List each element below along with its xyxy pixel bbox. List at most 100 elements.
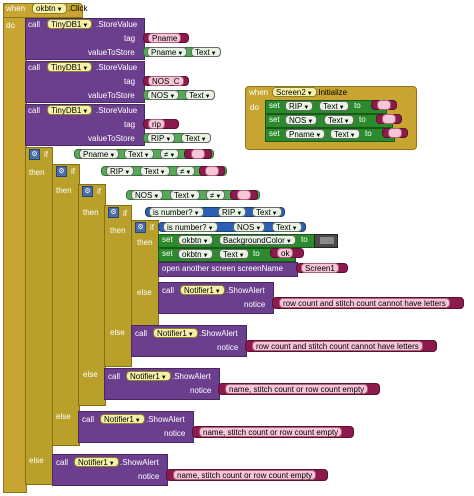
call-keyword-2: call	[28, 63, 41, 72]
tag-text-block-2[interactable]: NOS_C	[143, 76, 189, 86]
dropdown-arrow-icon: ▼	[134, 418, 141, 424]
text-prop-dropdown-init-3[interactable]: Text▼	[330, 129, 360, 139]
if-block-4[interactable]	[104, 205, 132, 367]
mutator-gear-icon[interactable]: ⚙	[135, 222, 146, 233]
nos-dropdown-cond[interactable]: NOS▼	[131, 190, 164, 200]
alert-message-5[interactable]: name, stitch count or row count empty	[173, 470, 317, 480]
empty-string[interactable]	[377, 100, 391, 110]
call-keyword: call	[135, 329, 148, 338]
if-block-1[interactable]	[25, 147, 53, 485]
if-block-5[interactable]	[131, 220, 159, 326]
mutator-gear-icon[interactable]: ⚙	[82, 186, 93, 197]
rip-label: RIP	[151, 134, 165, 143]
ok-text-block[interactable]: ok	[270, 248, 304, 258]
rip-dropdown-3[interactable]: RIP▼	[147, 133, 176, 143]
screen2-dropdown[interactable]: Screen2▼	[272, 87, 317, 97]
text-prop-dropdown-init-2[interactable]: Text▼	[324, 115, 354, 125]
alert-text-block-5[interactable]: name, stitch count or row count empty	[166, 469, 328, 481]
alert-text-block-4[interactable]: name, stitch count or row count empty	[192, 426, 354, 438]
notifier-dropdown-4[interactable]: Notifier1▼	[100, 414, 145, 424]
rip-dropdown-init[interactable]: RIP▼	[285, 101, 314, 111]
dropdown-arrow-icon: ▼	[238, 253, 245, 259]
alert-text-block-3[interactable]: name, stitch count or row count empty	[218, 383, 380, 395]
text-prop-label: Text	[195, 48, 210, 57]
alert-message-4[interactable]: name, stitch count or row count empty	[199, 427, 343, 437]
text-prop-dropdown-num-1[interactable]: Text▼	[252, 207, 282, 217]
okbtn-component-dropdown[interactable]: okbtn▼	[32, 3, 67, 14]
dropdown-arrow-icon: ▼	[204, 94, 211, 100]
not-equal-dropdown-3[interactable]: ≠▼	[206, 190, 226, 200]
screen1-string[interactable]: Screen1	[301, 263, 339, 273]
empty-cond-text-3[interactable]	[230, 190, 258, 200]
is-number-dropdown-1[interactable]: is number?▼	[149, 207, 204, 217]
color-swatch[interactable]	[320, 237, 334, 244]
empty-text-block-1[interactable]	[371, 100, 397, 110]
tinydb-dropdown-1[interactable]: TinyDB1▼	[47, 19, 93, 29]
notifier-dropdown-3[interactable]: Notifier1▼	[126, 371, 171, 381]
ok-string[interactable]: ok	[277, 248, 294, 258]
mutator-gear-icon[interactable]: ⚙	[108, 207, 119, 218]
pname-dropdown-cond[interactable]: Pname▼	[79, 149, 120, 159]
tinydb-dropdown-2[interactable]: TinyDB1▼	[47, 62, 93, 72]
backgroundcolor-dropdown[interactable]: BackgroundColor▼	[219, 235, 296, 245]
empty-string[interactable]	[382, 114, 396, 124]
okbtn-click-event-block[interactable]	[3, 3, 27, 493]
nos-label: NOS	[151, 91, 169, 100]
empty-string[interactable]	[388, 128, 402, 138]
color-swatch-block[interactable]	[314, 234, 338, 248]
empty-text-block-3[interactable]	[382, 128, 408, 138]
alert-message-3[interactable]: name, stitch count or row count empty	[225, 384, 369, 394]
notifier-dropdown-5[interactable]: Notifier1▼	[74, 457, 119, 467]
empty-text-block-2[interactable]	[376, 114, 402, 124]
text-prop-dropdown-cond-2[interactable]: Text▼	[140, 166, 170, 176]
mutator-gear-icon[interactable]: ⚙	[56, 166, 67, 177]
empty-string[interactable]	[191, 149, 205, 159]
tag-string-3[interactable]: rip	[148, 119, 165, 129]
tag-text-block-3[interactable]: rip	[143, 119, 179, 129]
text-prop-dropdown-cond-3[interactable]: Text▼	[170, 190, 200, 200]
nos-label: NOS	[237, 223, 255, 232]
alert-message-2[interactable]: row count and stitch count cannot have l…	[252, 341, 423, 351]
is-number-dropdown-2[interactable]: is number?▼	[163, 222, 218, 232]
okbtn-dropdown-set2[interactable]: okbtn▼	[178, 249, 213, 259]
dropdown-arrow-icon: ▼	[169, 94, 176, 100]
tinydb-dropdown-3[interactable]: TinyDB1▼	[47, 105, 93, 115]
then-keyword-2: then	[56, 186, 72, 195]
tag-string-1[interactable]: Pname	[148, 33, 182, 43]
text-prop-dropdown-set2[interactable]: Text▼	[219, 249, 249, 259]
text-prop-dropdown-3[interactable]: Text▼	[181, 133, 211, 143]
alert-message-1[interactable]: row count and stitch count cannot have l…	[279, 298, 450, 308]
alert-text-block-2[interactable]: row count and stitch count cannot have l…	[245, 340, 437, 352]
empty-cond-text-2[interactable]	[199, 166, 225, 176]
nos-dropdown-init[interactable]: NOS▼	[285, 115, 318, 125]
notifier-dropdown-2[interactable]: Notifier1▼	[153, 328, 198, 338]
tag-string-2[interactable]: NOS_C	[148, 76, 184, 86]
nos-dropdown-num[interactable]: NOS▼	[233, 222, 266, 232]
rip-dropdown-num[interactable]: RIP▼	[218, 207, 247, 217]
not-equal-dropdown-2[interactable]: ≠▼	[176, 166, 196, 176]
is-number-block-2[interactable]	[158, 222, 306, 232]
notifier-dropdown-1[interactable]: Notifier1▼	[180, 285, 225, 295]
okbtn-label: okbtn	[36, 4, 56, 13]
text-prop-dropdown-num-2[interactable]: Text▼	[272, 222, 302, 232]
empty-string[interactable]	[237, 190, 251, 200]
not-equal-dropdown-1[interactable]: ≠▼	[160, 149, 180, 159]
text-prop-dropdown-cond-1[interactable]: Text▼	[124, 149, 154, 159]
nos-dropdown-2[interactable]: NOS▼	[147, 90, 180, 100]
is-number-block-1[interactable]	[145, 207, 285, 217]
rip-dropdown-cond[interactable]: RIP▼	[106, 166, 135, 176]
empty-cond-text-1[interactable]	[184, 149, 212, 159]
mutator-gear-icon[interactable]: ⚙	[29, 149, 40, 160]
tag-text-block-1[interactable]: Pname	[143, 33, 189, 43]
empty-string[interactable]	[205, 166, 219, 176]
screen1-text-block[interactable]: Screen1	[296, 263, 348, 273]
text-prop-dropdown-2[interactable]: Text▼	[185, 90, 215, 100]
pname-dropdown-init[interactable]: Pname▼	[285, 129, 326, 139]
pname-dropdown-1[interactable]: Pname▼	[147, 47, 188, 57]
dropdown-arrow-icon: ▼	[82, 23, 89, 29]
if-block-2[interactable]	[52, 164, 80, 446]
text-prop-dropdown-init-1[interactable]: Text▼	[319, 101, 349, 111]
alert-text-block-1[interactable]: row count and stitch count cannot have l…	[272, 297, 464, 309]
text-prop-dropdown-1[interactable]: Text▼	[191, 47, 221, 57]
okbtn-dropdown-set1[interactable]: okbtn▼	[178, 235, 213, 245]
